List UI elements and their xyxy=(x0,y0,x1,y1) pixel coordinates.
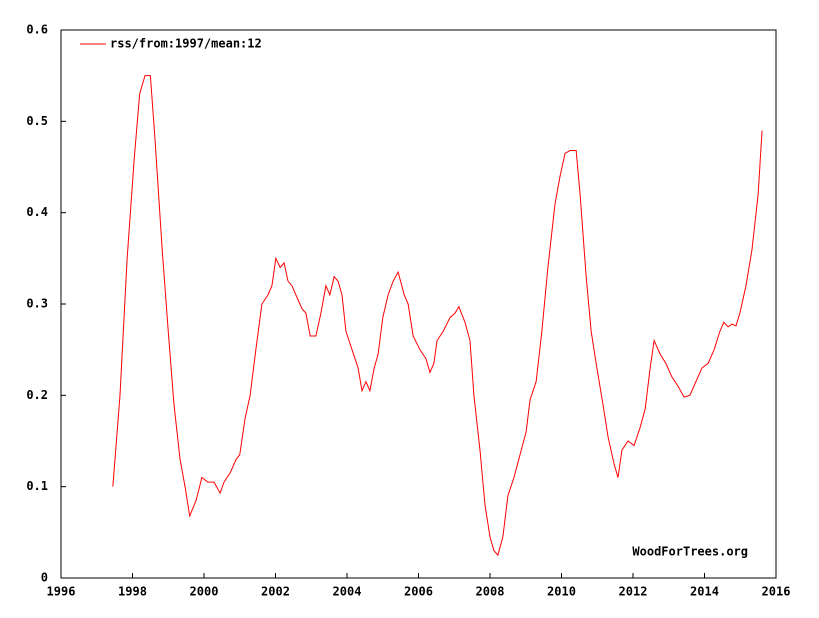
y-tick-label: 0 xyxy=(41,571,48,585)
x-tick-label: 2008 xyxy=(476,585,505,599)
y-tick-label: 0.1 xyxy=(26,479,48,493)
plot-area xyxy=(60,29,777,579)
x-tick-label: 2014 xyxy=(690,585,719,599)
x-tick-label: 2016 xyxy=(762,585,791,599)
series-line xyxy=(112,75,763,557)
watermark: WoodForTrees.org xyxy=(632,545,748,559)
y-tick-label: 0.6 xyxy=(26,23,48,37)
x-tick-label: 1996 xyxy=(47,585,76,599)
x-tick-label: 2010 xyxy=(547,585,576,599)
y-tick-label: 0.2 xyxy=(26,388,48,402)
y-tick-label: 0.3 xyxy=(26,297,48,311)
x-tick-label: 2000 xyxy=(190,585,219,599)
x-tick-label: 1998 xyxy=(118,585,147,599)
y-tick-label: 0.4 xyxy=(26,205,48,219)
x-tick-label: 2004 xyxy=(333,585,362,599)
x-tick-label: 2002 xyxy=(261,585,290,599)
x-tick-label: 2012 xyxy=(619,585,648,599)
y-tick-label: 0.5 xyxy=(26,114,48,128)
legend-label: rss/from:1997/mean:12 xyxy=(110,37,262,51)
x-tick-label: 2006 xyxy=(404,585,433,599)
